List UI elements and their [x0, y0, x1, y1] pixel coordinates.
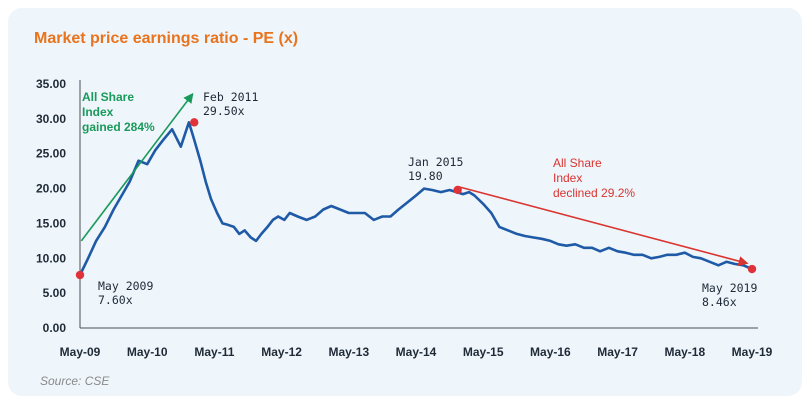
x-tick-label: May-11	[194, 345, 234, 359]
callout-text: declined 29.2%	[553, 186, 635, 200]
gain-arrow	[80, 92, 194, 242]
callout-text: Index	[82, 105, 114, 119]
y-tick-label: 15.00	[36, 216, 66, 230]
y-tick-label: 35.00	[36, 77, 66, 91]
source-note: Source: CSE	[40, 374, 110, 388]
annotation-marker	[453, 185, 462, 195]
x-tick-label: May-18	[664, 345, 705, 359]
annotation-date: Feb 2011	[203, 90, 258, 104]
annotation-value: 29.50x	[203, 104, 245, 118]
pe-ratio-line	[78, 121, 753, 276]
chart-title: Market price earnings ratio - PE (x)	[34, 30, 299, 47]
x-tick-label: May-15	[463, 345, 504, 359]
annotation-marker	[190, 118, 199, 127]
y-tick-label: 0.00	[43, 321, 67, 335]
x-tick-label: May-09	[60, 345, 101, 359]
annotation-marker	[75, 270, 85, 280]
callout-text: Index	[553, 171, 582, 185]
x-tick-label: May-14	[396, 345, 437, 359]
callout-text: All Share	[553, 156, 602, 170]
y-tick-label: 5.00	[43, 286, 67, 300]
y-tick-label: 25.00	[36, 147, 66, 161]
callout-text: gained 284%	[82, 120, 155, 134]
y-tick-label: 10.00	[36, 251, 66, 265]
x-tick-label: May-12	[261, 345, 302, 359]
x-tick-label: May-19	[732, 345, 773, 359]
x-tick-label: May-10	[127, 345, 168, 359]
y-tick-label: 30.00	[36, 112, 66, 126]
y-tick-label: 20.00	[36, 182, 66, 196]
x-tick-label: May-16	[530, 345, 571, 359]
decline-arrow	[457, 185, 749, 266]
callout-text: All Share	[82, 90, 134, 104]
annotation-date: May 2019	[702, 281, 757, 295]
annotation-value: 8.46x	[702, 295, 737, 309]
x-tick-label: May-13	[328, 345, 369, 359]
x-tick-label: May-17	[597, 345, 638, 359]
annotation-value: 19.80	[408, 169, 443, 183]
chart-panel	[8, 8, 802, 396]
annotation-date: May 2009	[98, 279, 153, 293]
annotation-value: 7.60x	[98, 293, 133, 307]
annotation-marker	[747, 264, 757, 274]
annotation-date: Jan 2015	[408, 155, 463, 169]
